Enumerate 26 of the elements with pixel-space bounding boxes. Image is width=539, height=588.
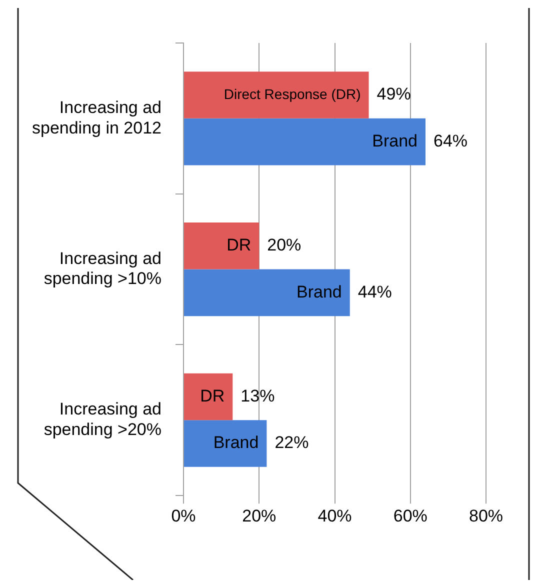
bar [184, 118, 426, 166]
data-label: 13% [240, 386, 275, 406]
annotation: DR [226, 236, 252, 255]
bar [184, 420, 267, 467]
annotation: Direct Response (DR) [224, 86, 361, 102]
data-label: 20% [267, 236, 302, 255]
data-label: 64% [434, 132, 468, 151]
y-tick-label: Increasing ad spending in 2012 [32, 98, 162, 138]
annotation: Brand [213, 433, 259, 452]
annotation: Brand [372, 132, 418, 151]
annotation: DR [200, 386, 225, 406]
data-label: 49% [376, 84, 411, 104]
y-tick-label: Increasing ad spending >20% [44, 400, 162, 440]
y-tick-label: Increasing ad spending >10% [44, 248, 162, 288]
x-tick-label: 80% [468, 506, 504, 526]
bar [184, 269, 350, 316]
data-label: 44% [358, 282, 392, 302]
data-label: 22% [274, 433, 309, 452]
bar [184, 72, 369, 118]
x-tick-label: 40% [318, 506, 352, 526]
x-tick-label: 60% [393, 506, 428, 526]
annotation: Brand [296, 282, 342, 302]
bar [184, 222, 260, 270]
x-tick-label: 20% [242, 506, 276, 526]
x-tick-label: 0% [171, 506, 196, 526]
bar [184, 373, 233, 420]
